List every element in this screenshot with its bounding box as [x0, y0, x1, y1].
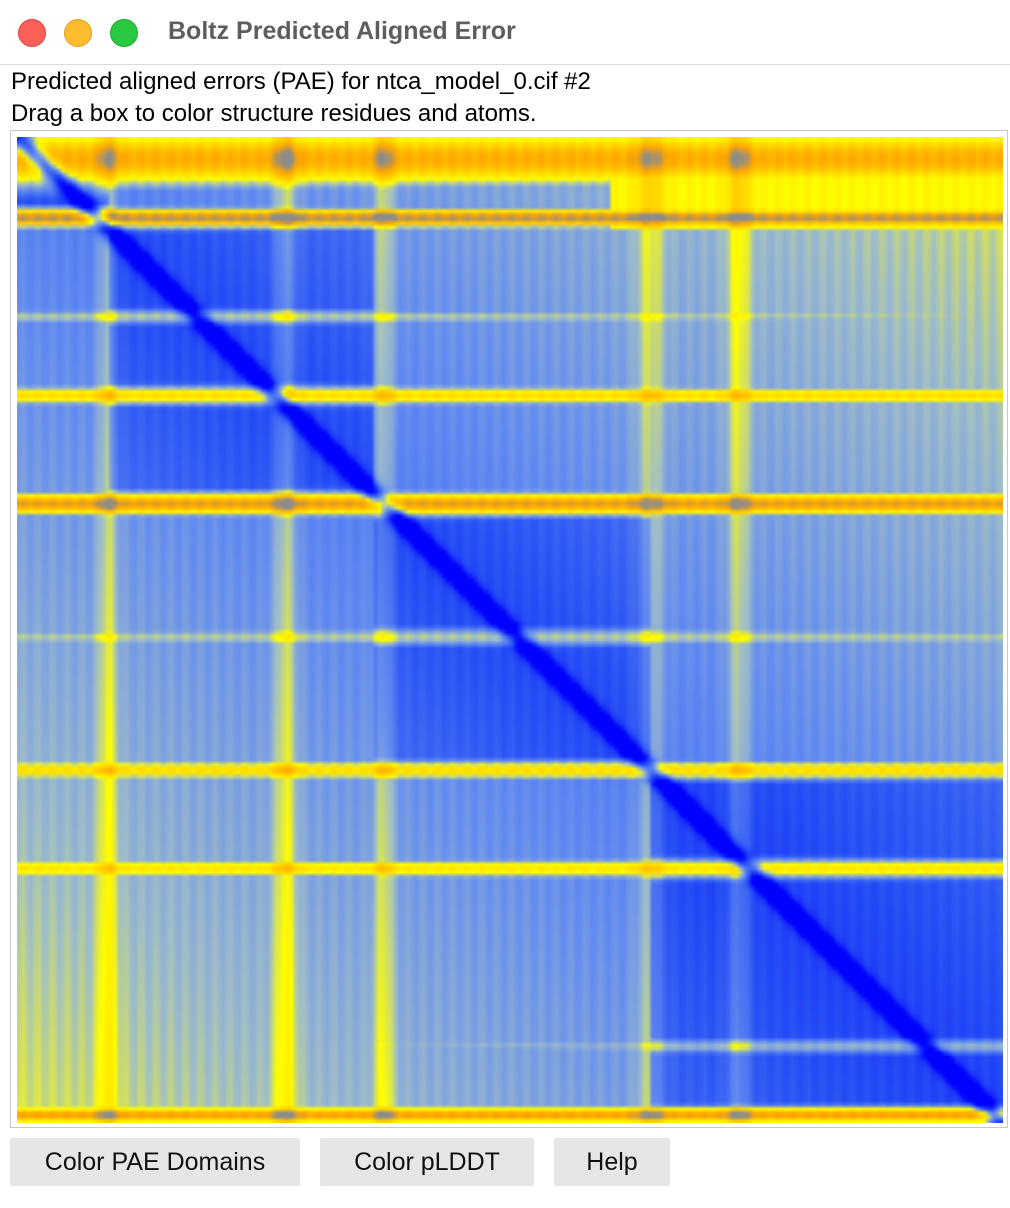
drag-instructions: Drag a box to color structure residues a…: [11, 100, 537, 127]
pae-heatmap[interactable]: [17, 137, 1003, 1123]
help-button[interactable]: Help: [554, 1138, 670, 1186]
close-window-button[interactable]: [18, 19, 46, 47]
pae-description: Predicted aligned errors (PAE) for ntca_…: [11, 68, 591, 95]
title-bar: Boltz Predicted Aligned Error: [0, 0, 1010, 65]
maximize-window-button[interactable]: [110, 19, 138, 47]
window-title: Boltz Predicted Aligned Error: [168, 17, 516, 45]
pae-plot-frame: [10, 130, 1008, 1128]
color-plddt-button[interactable]: Color pLDDT: [320, 1138, 534, 1186]
color-pae-domains-button[interactable]: Color PAE Domains: [10, 1138, 300, 1186]
minimize-window-button[interactable]: [64, 19, 92, 47]
